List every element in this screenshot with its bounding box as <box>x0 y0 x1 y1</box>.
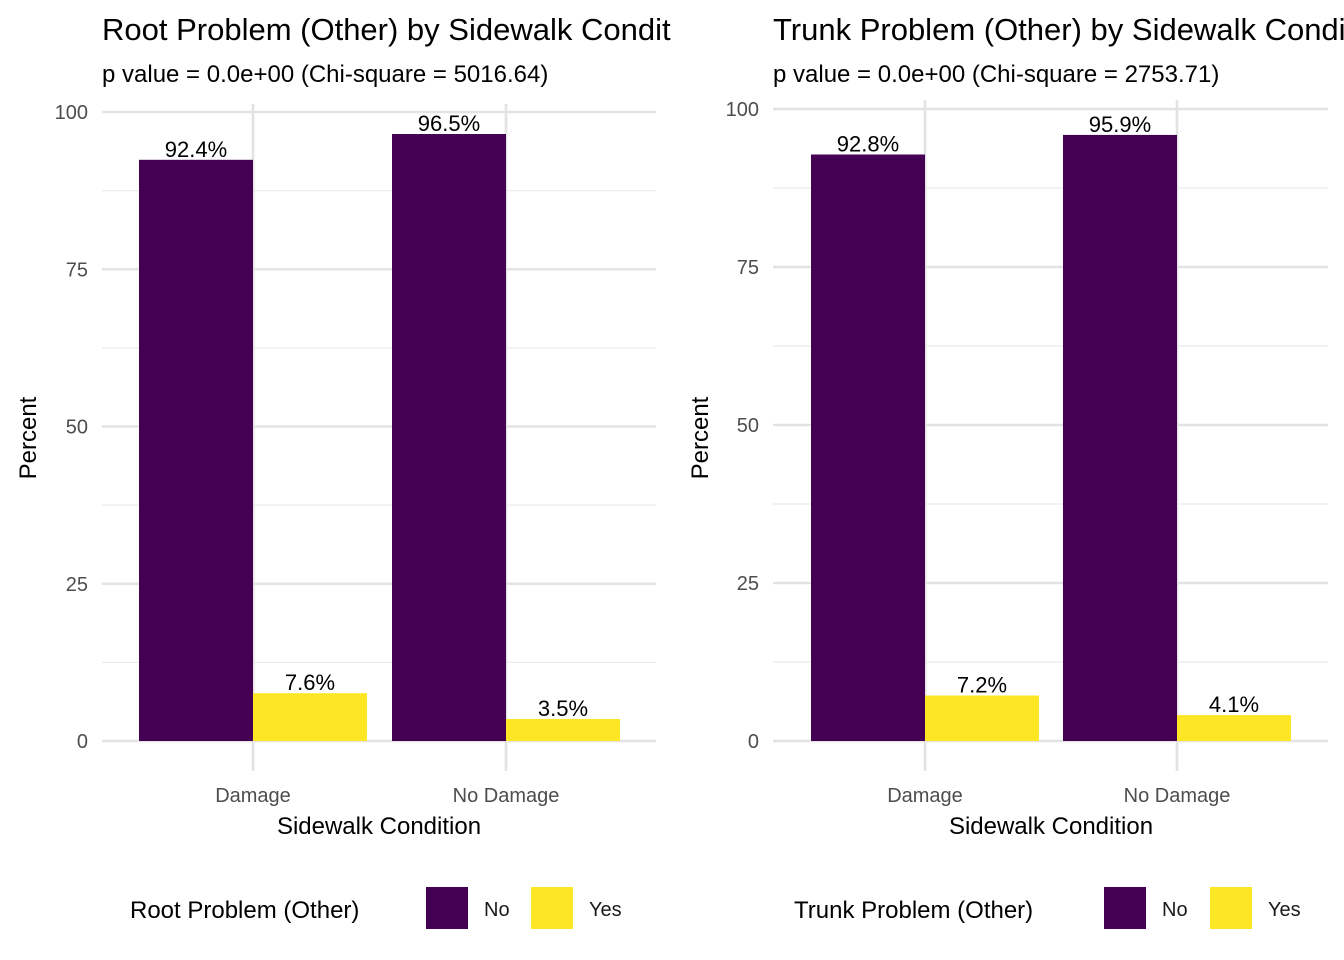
legend: Root Problem (Other) No Yes <box>130 887 622 929</box>
bar-value-label: 3.5% <box>538 696 588 721</box>
legend-swatch-no <box>1104 887 1146 929</box>
y-tick-label: 75 <box>737 257 759 279</box>
legend-label-yes: Yes <box>589 899 622 921</box>
chart-panel-trunk: 92.8% 95.9% 7.2% 4.1% 0 25 50 75 100 Damage No D… <box>672 0 1344 960</box>
x-axis-label: Sidewalk Condition <box>277 813 481 840</box>
bar-no-damage <box>811 154 925 741</box>
bar-labels: 92.4% 96.5% 7.6% 3.5% <box>165 111 588 721</box>
bar-yes-no-damage <box>506 718 620 741</box>
panel-background <box>672 0 1344 960</box>
y-tick-labels: 0 25 50 75 100 <box>55 102 88 753</box>
bars <box>139 134 620 741</box>
y-axis-label: Percent <box>687 396 714 479</box>
y-tick-label: 50 <box>66 417 88 439</box>
chart-subtitle: p value = 0.0e+00 (Chi-square = 5016.64) <box>102 61 548 88</box>
y-tick-label: 75 <box>66 259 88 281</box>
bar-yes-no-damage <box>1177 715 1291 741</box>
legend-title: Trunk Problem (Other) <box>794 897 1033 924</box>
bar-no-damage <box>139 159 253 741</box>
chart-title: Root Problem (Other) by Sidewalk Conditi… <box>102 12 712 47</box>
chart-panel-root: 92.4% 96.5% 7.6% 3.5% 0 25 50 75 100 Damage No D… <box>15 12 712 929</box>
legend-label-yes: Yes <box>1268 899 1301 921</box>
y-tick-label: 100 <box>726 99 759 121</box>
chart-subtitle: p value = 0.0e+00 (Chi-square = 2753.71) <box>773 61 1219 88</box>
x-tick-labels: Damage No Damage <box>215 785 559 807</box>
bar-value-label: 96.5% <box>418 111 480 136</box>
legend-swatch-yes <box>531 887 573 929</box>
x-tick-label: No Damage <box>453 785 560 807</box>
x-tick-labels: Damage No Damage <box>887 785 1230 807</box>
bar-value-label: 4.1% <box>1209 692 1259 717</box>
y-tick-label: 100 <box>55 102 88 124</box>
legend-swatch-no <box>426 887 468 929</box>
y-tick-labels: 0 25 50 75 100 <box>726 99 759 753</box>
y-tick-label: 0 <box>77 731 88 753</box>
y-tick-label: 0 <box>748 731 759 753</box>
legend-title: Root Problem (Other) <box>130 897 359 924</box>
x-tick-label: Damage <box>887 785 963 807</box>
bar-no-no-damage <box>392 134 506 741</box>
bar-value-label: 92.4% <box>165 137 227 162</box>
y-tick-label: 25 <box>66 574 88 596</box>
bar-value-label: 7.6% <box>285 670 335 695</box>
chart-title: Trunk Problem (Other) by Sidewalk Condit… <box>773 12 1344 47</box>
legend-swatch-yes <box>1210 887 1252 929</box>
x-axis-label: Sidewalk Condition <box>949 813 1153 840</box>
y-tick-label: 25 <box>737 573 759 595</box>
bar-no-no-damage <box>1063 134 1177 742</box>
bar-value-label: 7.2% <box>957 672 1007 697</box>
legend: Trunk Problem (Other) No Yes <box>794 887 1301 929</box>
legend-label-no: No <box>1162 899 1188 921</box>
bar-value-label: 95.9% <box>1089 112 1151 137</box>
x-tick-label: Damage <box>215 785 291 807</box>
bar-labels: 92.8% 95.9% 7.2% 4.1% <box>837 112 1259 717</box>
legend-label-no: No <box>484 899 510 921</box>
x-tick-label: No Damage <box>1124 785 1231 807</box>
bar-yes-damage <box>925 695 1039 741</box>
bar-value-label: 92.8% <box>837 132 899 157</box>
y-axis-label: Percent <box>15 396 42 479</box>
bar-yes-damage <box>253 693 367 741</box>
y-tick-label: 50 <box>737 415 759 437</box>
bars <box>811 134 1291 742</box>
